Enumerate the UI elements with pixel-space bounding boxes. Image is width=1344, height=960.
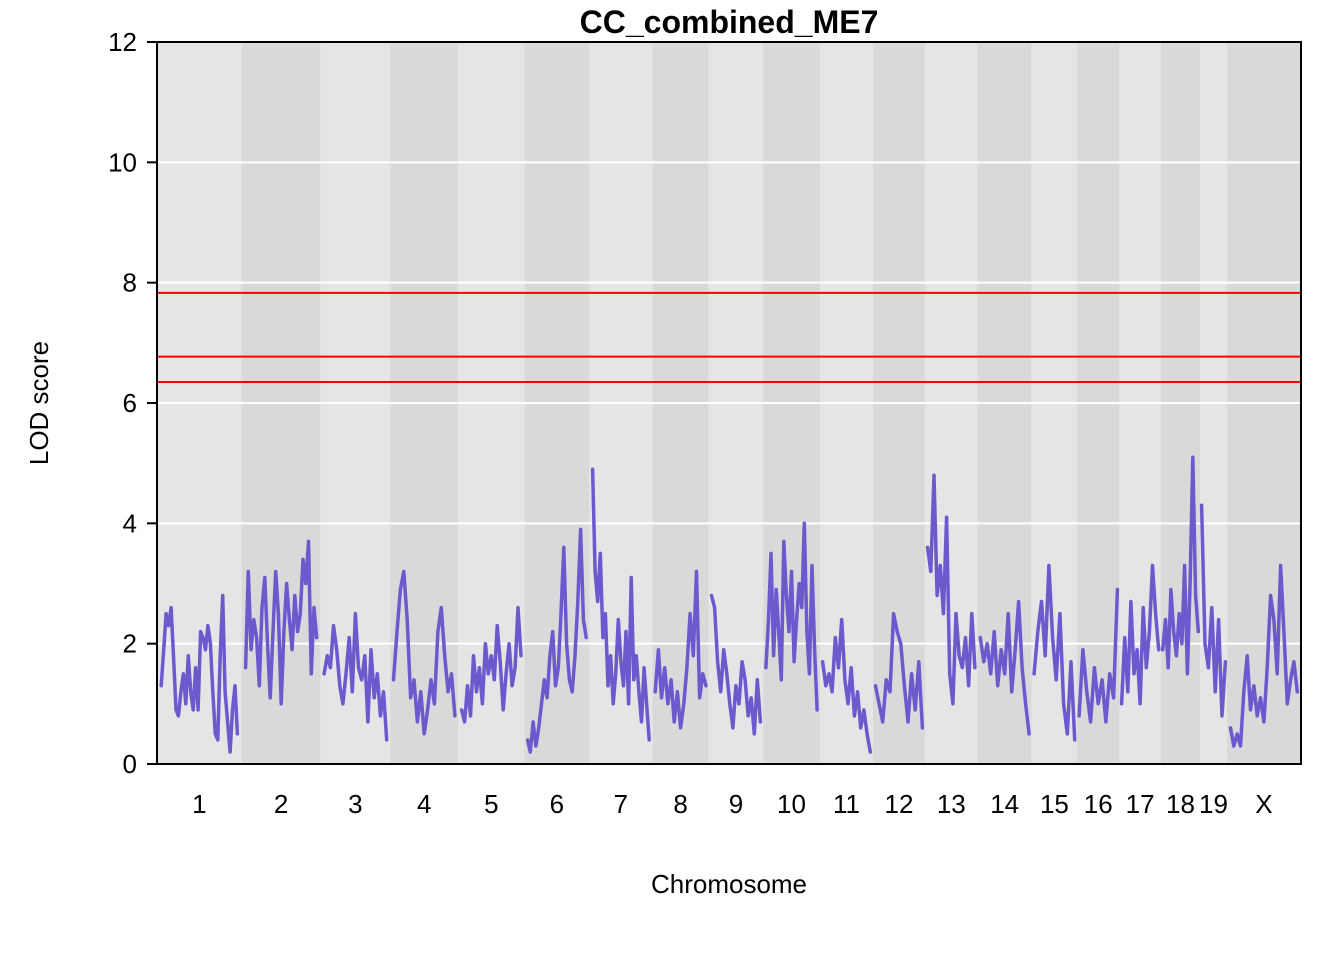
lod-line-chr-8 bbox=[653, 569, 708, 730]
lod-line-chr-13 bbox=[925, 473, 977, 706]
lod-line-chr-1 bbox=[159, 593, 240, 754]
lod-line-chr-15 bbox=[1032, 563, 1077, 742]
lod-line-chr-4 bbox=[391, 569, 457, 736]
x-tick-label-15: 15 bbox=[1040, 789, 1069, 819]
lod-line-chr-2 bbox=[243, 539, 319, 706]
lod-line-chr-3 bbox=[322, 611, 389, 742]
x-tick-label-5: 5 bbox=[484, 789, 498, 819]
lod-line-chr-6 bbox=[525, 527, 588, 754]
x-tick-label-2: 2 bbox=[274, 789, 288, 819]
y-tick-label-10: 10 bbox=[108, 147, 137, 177]
y-tick-label-4: 4 bbox=[123, 508, 137, 538]
y-axis-label: LOD score bbox=[24, 341, 54, 465]
x-tick-label-3: 3 bbox=[348, 789, 362, 819]
x-tick-label-17: 17 bbox=[1126, 789, 1155, 819]
x-tick-label-10: 10 bbox=[777, 789, 806, 819]
x-tick-label-6: 6 bbox=[550, 789, 564, 819]
lod-line-chr-16 bbox=[1077, 587, 1120, 724]
lod-line-chr-11 bbox=[820, 617, 873, 754]
y-tick-label-6: 6 bbox=[123, 388, 137, 418]
x-axis: 1 2 3 4 5 6 7 8 9 10 11 12 13 14 15 16 17 18 19 X bbox=[192, 789, 1272, 819]
x-tick-label-13: 13 bbox=[937, 789, 966, 819]
x-tick-label-19: 19 bbox=[1199, 789, 1228, 819]
x-tick-label-9: 9 bbox=[729, 789, 743, 819]
lod-line-chr-17 bbox=[1119, 563, 1161, 706]
lod-line-chr-10 bbox=[764, 521, 819, 712]
lod-line-chr-5 bbox=[459, 605, 523, 724]
lod-line-chr-18 bbox=[1160, 455, 1201, 676]
x-tick-label-4: 4 bbox=[417, 789, 431, 819]
lod-line-chr-14 bbox=[978, 599, 1031, 736]
x-tick-label-14: 14 bbox=[990, 789, 1019, 819]
x-tick-label-18: 18 bbox=[1166, 789, 1195, 819]
x-tick-label-16: 16 bbox=[1084, 789, 1113, 819]
lod-series bbox=[159, 455, 1300, 754]
lod-line-chr-12 bbox=[873, 611, 925, 730]
x-tick-label-X: X bbox=[1255, 789, 1272, 819]
lod-line-chr-9 bbox=[709, 593, 763, 736]
threshold-lines bbox=[157, 291, 1301, 383]
y-tick-label-0: 0 bbox=[123, 749, 137, 779]
x-tick-label-12: 12 bbox=[885, 789, 914, 819]
y-tick-label-8: 8 bbox=[123, 268, 137, 298]
x-tick-label-1: 1 bbox=[192, 789, 206, 819]
x-tick-label-11: 11 bbox=[833, 789, 860, 819]
lod-line-chr-7 bbox=[590, 467, 651, 742]
chart-title: CC_combined_ME7 bbox=[580, 4, 879, 40]
y-tick-label-12: 12 bbox=[108, 27, 137, 57]
y-axis: 0 2 4 6 8 10 12 bbox=[108, 27, 157, 779]
x-axis-label: Chromosome bbox=[651, 869, 807, 899]
y-tick-label-2: 2 bbox=[123, 629, 137, 659]
x-tick-label-8: 8 bbox=[673, 789, 687, 819]
lod-line-chr-19 bbox=[1199, 503, 1228, 718]
x-tick-label-7: 7 bbox=[614, 789, 628, 819]
lod-line-chr-X bbox=[1228, 563, 1300, 748]
